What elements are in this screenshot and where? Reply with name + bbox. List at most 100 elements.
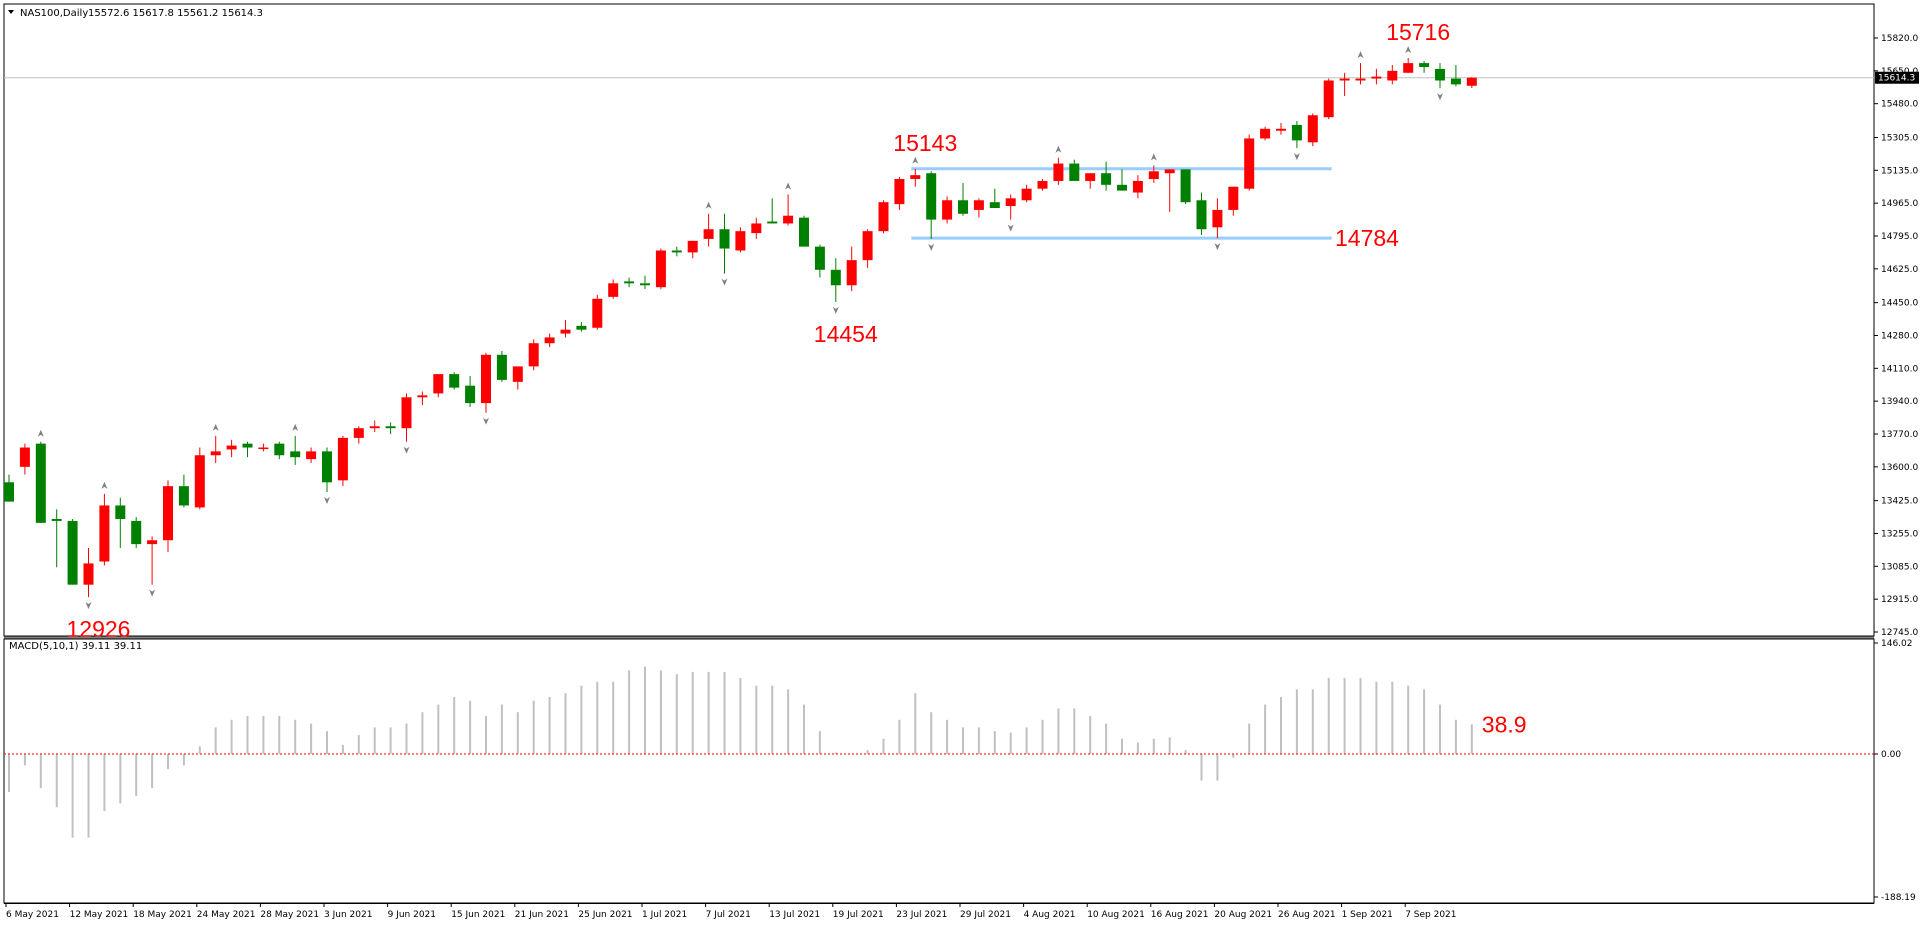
current-price-box: [1875, 71, 1919, 84]
time-tick-label: 7 Sep 2021: [1405, 910, 1456, 920]
up-fractal-icon: [101, 481, 108, 489]
up-fractal-icon: [37, 429, 44, 437]
bearish-candle: [671, 250, 682, 253]
bearish-candle: [322, 451, 332, 483]
bearish-candle: [1419, 63, 1430, 67]
bearish-candle: [290, 451, 301, 458]
up-fractal-icon: [1405, 46, 1412, 54]
bearish-candle: [989, 202, 1000, 208]
price-tick-label: 12745.0: [1881, 628, 1918, 638]
up-fractal-icon: [785, 182, 792, 190]
up-fractal-icon: [1055, 145, 1062, 153]
macd-tick-label: 146.02: [1881, 639, 1913, 649]
time-tick-label: 19 Jul 2021: [833, 910, 884, 920]
price-tick-label: 13425.0: [1881, 497, 1918, 507]
price-annotation: 15716: [1386, 19, 1450, 45]
bearish-candle: [576, 325, 587, 330]
bullish-candle: [1403, 63, 1414, 73]
bullish-candle: [1005, 198, 1016, 207]
price-annotation: 14454: [814, 321, 878, 347]
time-axis[interactable]: 6 May 2021 12 May 2021 18 May 2021 24 May 2…: [4, 903, 1874, 920]
bearish-candle: [1435, 68, 1445, 81]
bullish-candle: [862, 231, 873, 261]
bullish-candle: [894, 179, 905, 205]
bullish-candle: [1276, 128, 1286, 131]
price-annotation: 15143: [893, 130, 957, 156]
bearish-candle: [1101, 173, 1112, 185]
bullish-candle: [1164, 169, 1175, 174]
bullish-candle: [83, 563, 94, 585]
up-fractal-icon: [705, 201, 712, 209]
time-tick-label: 21 Jun 2021: [515, 910, 569, 920]
current-price-label: 15614.3: [1878, 74, 1915, 84]
bearish-candle: [1196, 200, 1207, 230]
price-annotation: 14784: [1335, 225, 1399, 251]
symbol-label: NAS100,Daily: [20, 8, 88, 19]
macd-axis[interactable]: 146.02 0.00 -188.19: [1874, 639, 1916, 903]
bullish-candle: [544, 337, 555, 344]
up-fractal-icon: [212, 423, 219, 431]
bullish-candle: [1244, 138, 1255, 189]
bullish-candle: [353, 428, 364, 438]
bullish-candle: [1037, 180, 1048, 189]
up-fractal-icon: [292, 423, 299, 431]
time-tick-label: 4 Aug 2021: [1024, 910, 1076, 920]
fractal-markers: [37, 46, 1443, 610]
bullish-candle: [783, 215, 794, 224]
bullish-candle: [1307, 115, 1318, 143]
bullish-candle: [910, 175, 921, 180]
down-fractal-icon: [832, 306, 839, 314]
down-fractal-icon: [1293, 153, 1300, 161]
bearish-candle: [35, 443, 46, 523]
candlestick-series: [4, 58, 1477, 598]
down-fractal-icon: [85, 602, 92, 610]
bullish-candle: [687, 240, 698, 253]
bearish-candle: [274, 443, 285, 456]
time-tick-label: 10 Aug 2021: [1087, 910, 1145, 920]
macd-histogram: [8, 666, 1473, 838]
bullish-candle: [1323, 80, 1334, 118]
main-price-pane[interactable]: 15820.015650.015480.015305.015135.014965…: [3, 3, 1919, 642]
time-tick-label: 20 Aug 2021: [1214, 910, 1272, 920]
bullish-candle: [194, 455, 205, 508]
up-fractal-icon: [1150, 153, 1157, 161]
price-axis[interactable]: 15820.015650.015480.015305.015135.014965…: [1874, 34, 1918, 638]
macd-pane[interactable]: MACD(5,10,1) 39.11 39.11 146.02 0.00 -188.…: [3, 636, 1916, 904]
bullish-candle: [337, 437, 348, 481]
bullish-candle: [369, 426, 380, 429]
bullish-candle: [528, 343, 539, 367]
bullish-candle: [163, 486, 173, 541]
bearish-candle: [1180, 169, 1191, 203]
bearish-candle: [814, 246, 825, 270]
bearish-candle: [926, 173, 937, 220]
dropdown-triangle-icon[interactable]: [8, 10, 14, 14]
down-fractal-icon: [149, 589, 156, 597]
time-tick-label: 9 Jun 2021: [388, 910, 436, 920]
bullish-candle: [417, 395, 428, 398]
price-tick-label: 14625.0: [1881, 265, 1918, 275]
bullish-candle: [608, 283, 619, 297]
time-tick-label: 7 Jul 2021: [706, 910, 751, 920]
price-tick-label: 14795.0: [1881, 232, 1918, 242]
bullish-candle: [1260, 128, 1271, 139]
bearish-candle: [767, 221, 778, 224]
macd-value-annotation: 38.9: [1482, 711, 1527, 737]
bullish-candle: [1387, 70, 1398, 81]
bullish-candle: [846, 260, 857, 286]
macd-tick-label: -188.19: [1881, 893, 1916, 903]
bullish-candle: [1132, 180, 1143, 193]
bearish-candle: [830, 269, 841, 286]
bullish-candle: [878, 202, 889, 232]
main-pane-frame: [3, 3, 1875, 637]
price-tick-label: 13085.0: [1881, 562, 1918, 572]
current-price-tag: 15614.3: [1875, 71, 1919, 84]
price-tick-label: 13770.0: [1881, 430, 1918, 440]
bearish-candle: [958, 200, 968, 214]
bullish-candle: [1355, 78, 1366, 81]
bullish-candle: [655, 250, 666, 288]
bullish-candle: [481, 354, 491, 404]
bearish-candle: [624, 281, 635, 284]
down-fractal-icon: [483, 417, 489, 425]
chart-header: NAS100,Daily 15572.6 15617.8 15561.2 156…: [8, 8, 263, 19]
